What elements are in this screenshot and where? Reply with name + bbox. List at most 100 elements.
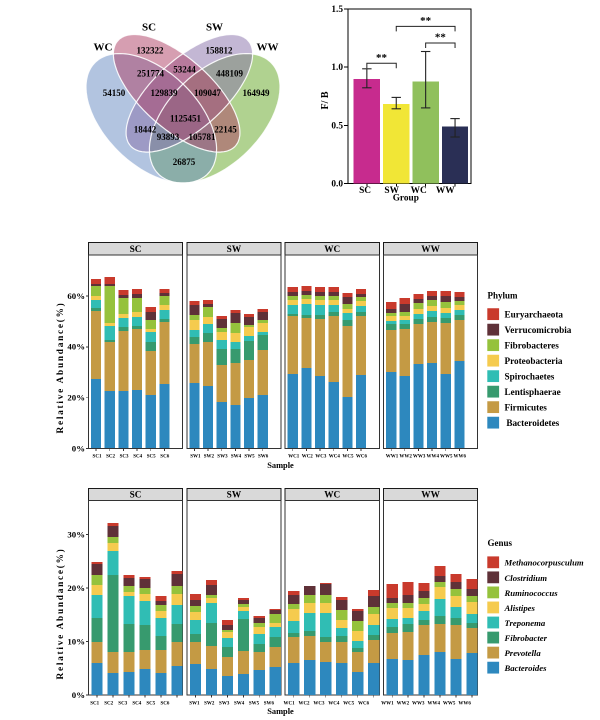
svg-text:SC: SC [130,491,142,501]
svg-text:WW5: WW5 [440,455,453,460]
svg-text:SC3: SC3 [120,455,129,460]
svg-text:WC4: WC4 [329,455,341,460]
svg-text:SW3: SW3 [217,455,228,460]
svg-text:WC3: WC3 [313,701,325,706]
svg-text:SC1: SC1 [93,455,102,460]
svg-text:SW6: SW6 [264,701,275,706]
svg-text:SC5: SC5 [147,455,156,460]
svg-text:Prevotella: Prevotella [505,648,542,658]
svg-text:Genus: Genus [488,538,513,548]
svg-text:26875: 26875 [173,157,196,167]
svg-text:1.0: 1.0 [331,63,343,73]
svg-text:Relative Abundance(%): Relative Abundance(%) [55,547,66,679]
svg-text:10%: 10% [67,636,85,646]
svg-text:129839: 129839 [151,88,179,98]
svg-text:Spirochaetes: Spirochaetes [505,372,555,382]
svg-text:SW5: SW5 [249,701,260,706]
svg-text:Verrucomicrobia: Verrucomicrobia [505,325,572,335]
svg-text:**: ** [435,32,447,44]
svg-text:SC6: SC6 [160,701,169,706]
svg-text:158812: 158812 [206,46,234,56]
svg-text:SC2: SC2 [104,701,113,706]
svg-text:40%: 40% [67,342,85,352]
svg-text:1125451: 1125451 [170,114,202,124]
svg-text:F/ B: F/ B [320,91,331,109]
svg-text:SC4: SC4 [132,701,141,706]
svg-text:WW: WW [421,491,440,501]
svg-text:Sample: Sample [267,461,294,470]
svg-text:Euryarchaeota: Euryarchaeota [505,310,564,320]
svg-text:WC2: WC2 [298,701,310,706]
svg-text:SW: SW [227,245,242,255]
svg-text:WW: WW [436,186,455,196]
svg-text:WC: WC [94,42,113,54]
svg-text:Clostridium: Clostridium [505,573,548,583]
svg-text:SW: SW [384,186,399,196]
svg-text:WC2: WC2 [302,455,314,460]
svg-text:WW6: WW6 [454,455,467,460]
svg-text:WW1: WW1 [386,455,399,460]
svg-text:Sample: Sample [267,707,294,716]
svg-text:53244: 53244 [173,65,196,75]
svg-text:Firmicutes: Firmicutes [505,403,548,413]
svg-text:WW4: WW4 [427,701,440,706]
svg-text:WW3: WW3 [412,701,425,706]
svg-text:WW1: WW1 [381,701,394,706]
svg-text:SC6: SC6 [160,455,169,460]
svg-text:Relative Abundance(%): Relative Abundance(%) [55,301,66,433]
svg-text:Bacteroides: Bacteroides [504,663,548,673]
svg-text:Ruminococcus: Ruminococcus [504,588,559,598]
svg-text:WC: WC [324,491,340,501]
svg-text:SW1: SW1 [190,455,201,460]
svg-text:SW4: SW4 [234,701,245,706]
svg-text:SC3: SC3 [118,701,127,706]
svg-text:22145: 22145 [214,125,237,135]
svg-text:WC1: WC1 [288,455,300,460]
svg-text:WW: WW [257,42,279,54]
svg-text:SC2: SC2 [106,455,115,460]
svg-text:Group: Group [393,193,419,203]
svg-text:SC: SC [359,186,371,196]
svg-text:0.0: 0.0 [331,180,343,190]
svg-text:93893: 93893 [157,132,180,142]
svg-text:109047: 109047 [194,88,222,98]
svg-text:SC1: SC1 [90,701,99,706]
svg-text:SW1: SW1 [189,701,200,706]
svg-text:WW4: WW4 [426,455,439,460]
svg-text:0.5: 0.5 [331,121,343,131]
svg-text:WW3: WW3 [413,455,426,460]
svg-text:WW: WW [421,245,440,255]
svg-text:164949: 164949 [243,88,271,98]
svg-text:SW: SW [206,22,223,34]
svg-text:WC5: WC5 [342,455,354,460]
svg-text:Methanocorpusculum: Methanocorpusculum [504,558,584,568]
svg-text:1.5: 1.5 [331,5,343,15]
svg-text:SC: SC [142,22,156,34]
svg-text:SW5: SW5 [244,455,255,460]
svg-text:Fibrobacter: Fibrobacter [504,633,548,643]
svg-text:SC4: SC4 [133,455,142,460]
svg-text:WW2: WW2 [397,701,410,706]
svg-text:WC6: WC6 [356,455,368,460]
svg-text:SC5: SC5 [146,701,155,706]
svg-text:WW5: WW5 [443,701,456,706]
svg-text:20%: 20% [67,583,85,593]
svg-text:54150: 54150 [103,88,126,98]
svg-text:105781: 105781 [189,132,217,142]
svg-text:SW2: SW2 [204,455,215,460]
svg-text:Alistipes: Alistipes [504,603,536,613]
svg-text:WC6: WC6 [358,701,370,706]
svg-text:251774: 251774 [137,69,165,79]
svg-text:Bacteroidetes: Bacteroidetes [505,418,560,428]
svg-text:WC: WC [411,186,427,196]
svg-text:0%: 0% [72,690,85,700]
svg-text:132322: 132322 [137,46,165,56]
svg-text:30%: 30% [67,529,85,539]
svg-text:Proteobacteria: Proteobacteria [505,356,563,366]
svg-text:20%: 20% [67,393,85,403]
svg-text:SC: SC [130,245,142,255]
svg-text:0%: 0% [72,443,85,453]
svg-text:WW2: WW2 [399,455,412,460]
svg-text:SW: SW [227,491,242,501]
svg-text:WC3: WC3 [315,455,327,460]
